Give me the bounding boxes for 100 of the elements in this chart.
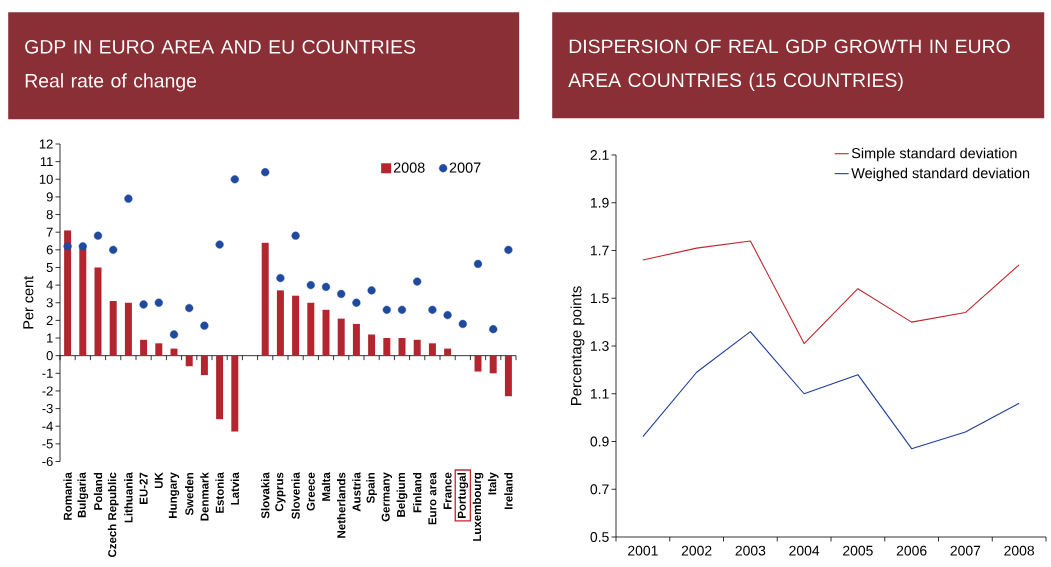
x-tick-label: Slovenia	[291, 472, 300, 519]
bar	[185, 355, 193, 367]
bar	[155, 343, 163, 356]
bar	[428, 343, 436, 356]
x-tick-label: Euro area	[428, 472, 437, 525]
bar	[231, 355, 239, 432]
y-tick-label: 3	[46, 298, 53, 308]
chart-subtitle: Real rate of change	[25, 73, 197, 92]
x-tick-label: Germany	[381, 472, 392, 522]
x-tick-label: Slovakia	[261, 472, 270, 519]
legend-label: 2007	[449, 162, 481, 173]
x-tick-label: 2005	[843, 545, 873, 556]
point	[489, 325, 498, 334]
bar	[140, 339, 148, 356]
x-tick-label: Portugal	[457, 473, 469, 518]
x-tick-label: EU-27	[139, 472, 148, 504]
bar	[444, 348, 452, 356]
y-tick-label: 1.7	[590, 245, 609, 256]
y-axis-title: Percentage points	[570, 286, 585, 406]
x-tick-label: 2001	[628, 545, 658, 556]
x-tick-label: 2003	[735, 545, 766, 556]
point	[78, 242, 87, 251]
point	[154, 298, 163, 307]
bar	[398, 338, 406, 356]
bar	[124, 302, 132, 356]
x-tick-label: Romania	[63, 472, 72, 520]
x-tick-label: Estonia	[215, 472, 224, 513]
y-tick-label: 10	[39, 174, 53, 184]
y-tick-label: 6	[46, 245, 53, 255]
point	[200, 321, 209, 330]
x-tick-label: Poland	[93, 472, 103, 510]
y-tick-label: 7	[46, 227, 53, 237]
x-tick-label: Bulgaria	[77, 472, 89, 518]
point	[276, 273, 285, 283]
y-tick-label: -6	[42, 456, 53, 467]
bar	[109, 300, 117, 356]
point	[504, 245, 513, 254]
y-tick-label: 0.5	[590, 532, 609, 542]
x-tick-label: 2006	[896, 545, 927, 556]
y-tick-label: 1.1	[590, 388, 609, 399]
x-tick-label: Czech Republic	[107, 472, 119, 558]
bar	[216, 355, 224, 420]
bar	[322, 309, 330, 356]
point	[93, 231, 103, 240]
y-tick-label: 0.9	[590, 436, 609, 447]
point	[306, 281, 315, 290]
bar	[292, 295, 300, 356]
bar	[383, 338, 391, 356]
bar	[261, 242, 269, 356]
y-tick-label: 8	[46, 209, 53, 220]
point	[337, 289, 346, 299]
x-tick-label: Malta	[321, 472, 331, 501]
point	[109, 245, 118, 254]
y-tick-label: 12	[39, 139, 53, 149]
legend-label: Weighed standard deviation	[851, 167, 1030, 182]
y-tick-label: 0	[46, 351, 53, 361]
x-tick-label: 2007	[950, 545, 981, 556]
y-tick-label: 11	[40, 157, 53, 167]
y-tick-label: 4	[46, 280, 53, 290]
bar	[307, 302, 315, 356]
chart-title: DISPERSION OF REAL GDP GROWTH IN EURO AREA COUNTRIES (15 COUNTRIES)	[568, 39, 1010, 91]
y-tick-label: 5	[46, 262, 53, 272]
point	[352, 298, 361, 307]
x-tick-label: Italy	[487, 472, 499, 495]
point	[473, 259, 483, 269]
point	[413, 277, 422, 286]
x-tick-label: Denmark	[200, 472, 209, 521]
y-tick-label: 1.9	[590, 197, 609, 208]
y-tick-label: -3	[42, 403, 53, 414]
bar	[474, 355, 482, 372]
x-tick-label: Hungary	[168, 472, 180, 518]
bar	[276, 290, 284, 356]
x-tick-label: Finland	[413, 472, 422, 513]
legend-label: 2008	[393, 162, 425, 173]
y-tick-label: 1.3	[590, 341, 609, 351]
x-tick-label: Latvia	[230, 472, 240, 505]
x-tick-label: Netherlands	[337, 472, 346, 538]
point	[169, 330, 179, 339]
x-tick-label: Cyprus	[275, 472, 286, 512]
point	[291, 231, 300, 240]
point	[215, 240, 224, 249]
point	[63, 242, 72, 251]
bar	[79, 248, 87, 356]
x-tick-label: Austria	[352, 472, 361, 512]
y-tick-label: 0.7	[590, 484, 609, 495]
point	[230, 175, 239, 184]
bar	[368, 334, 376, 356]
point	[321, 282, 331, 291]
point	[382, 305, 391, 314]
y-tick-label: 2	[46, 315, 53, 325]
x-tick-label: Sweden	[185, 472, 194, 516]
line-series	[642, 240, 1020, 345]
line-series	[642, 331, 1020, 450]
bar	[352, 323, 360, 356]
point	[185, 303, 194, 313]
x-tick-label: France	[443, 472, 452, 510]
y-tick-label: 1	[47, 333, 53, 343]
y-axis-title: Per cent	[23, 275, 34, 329]
bar	[200, 355, 208, 376]
x-tick-label: Ireland	[504, 472, 513, 509]
